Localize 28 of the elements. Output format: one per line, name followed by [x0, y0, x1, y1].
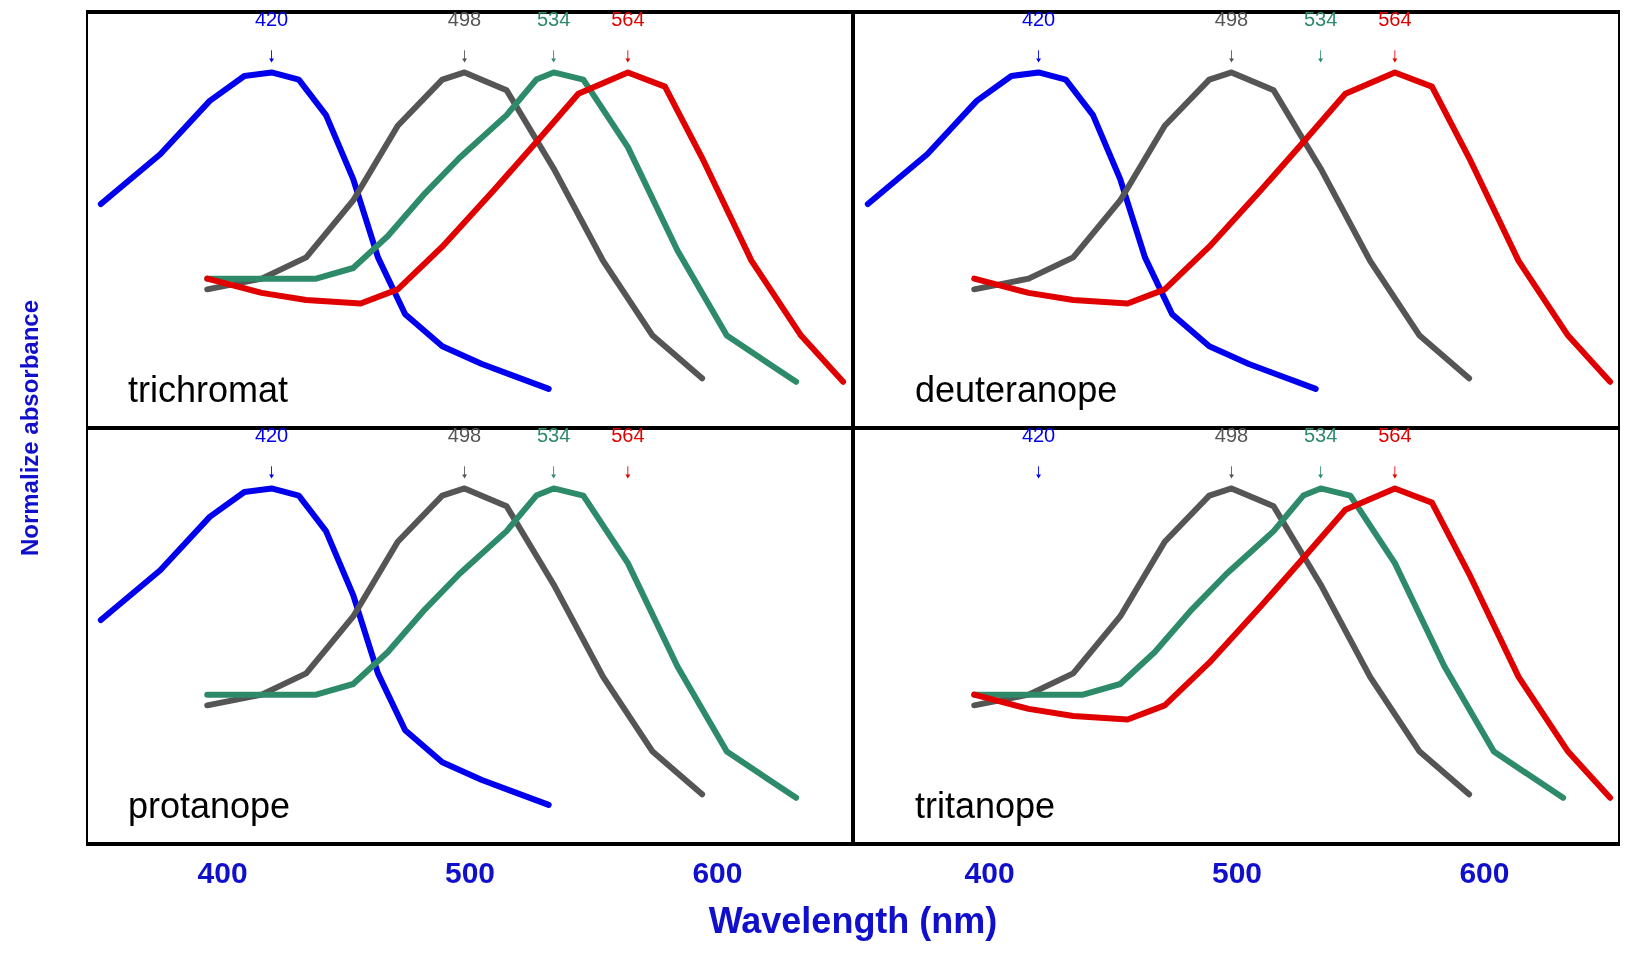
- text: tritanope: [915, 785, 1056, 826]
- x-tick-label: 400: [197, 855, 248, 889]
- annotation: 564: [611, 8, 645, 31]
- annotation: 498: [447, 8, 482, 31]
- text: trichromat: [128, 369, 289, 410]
- x-tick-label: 600: [1459, 855, 1510, 889]
- annotation: 564: [611, 424, 645, 447]
- annotation: 498: [1214, 8, 1249, 31]
- x-axis-title: Wavelength (nm): [707, 900, 999, 942]
- annotation: 564: [1378, 424, 1412, 447]
- annotation: 498: [1214, 424, 1249, 447]
- x-tick-label: 400: [964, 855, 1015, 889]
- annotation: 564: [1378, 8, 1412, 31]
- text: protanope: [128, 785, 291, 826]
- text: 534: [1303, 8, 1338, 31]
- y-axis-title: Normalize absorbance: [16, 299, 44, 557]
- x-tick-label: 600: [692, 855, 743, 889]
- text: deuteranope: [915, 369, 1118, 410]
- annotation: 420: [1021, 424, 1056, 447]
- annotation: 420: [1021, 8, 1056, 31]
- annotation: 534: [536, 424, 571, 447]
- annotation: 420: [254, 424, 289, 447]
- annotation: 498: [447, 424, 482, 447]
- x-tick-label: 500: [1211, 855, 1263, 889]
- annotation: 534: [1303, 424, 1338, 447]
- annotation: 420: [254, 8, 289, 31]
- x-tick-label: 500: [444, 855, 496, 889]
- annotation: 534: [536, 8, 571, 31]
